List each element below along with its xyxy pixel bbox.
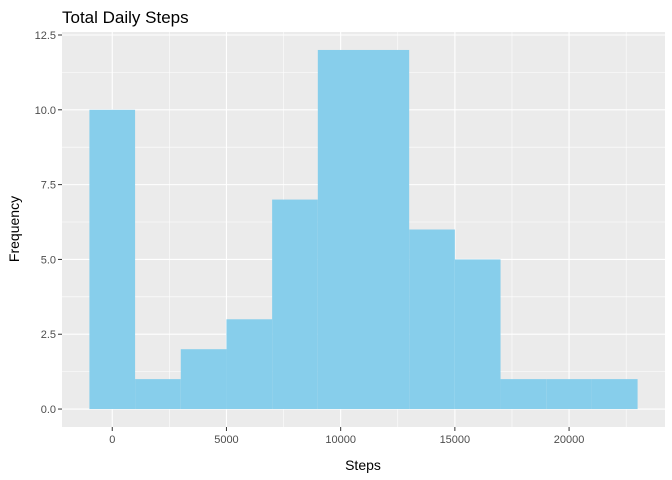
chart-title: Total Daily Steps [62,8,189,27]
histogram-bar [272,199,318,410]
histogram-bar [180,349,227,410]
histogram-bar [500,379,547,410]
y-tick-label: 5.0 [41,254,56,266]
histogram-bar [591,379,638,410]
histogram-bar [409,229,455,410]
histogram-bar [454,259,501,410]
y-tick-label: 10.0 [35,105,56,117]
y-tick-label: 12.5 [35,30,56,42]
histogram-bar [89,109,136,410]
x-tick-label: 0 [109,434,115,446]
x-axis-ticks: 0 5000 10000 15000 20000 [109,427,584,446]
y-axis-ticks: 0.0 2.5 5.0 7.5 10.0 12.5 [35,30,62,416]
histogram-bar [546,379,592,410]
x-axis-title: Steps [345,457,381,473]
histogram-bar [135,379,181,410]
x-tick-label: 10000 [325,434,356,446]
x-tick-label: 15000 [440,434,471,446]
y-axis-title: Frequency [6,196,22,262]
x-tick-label: 20000 [554,434,585,446]
histogram-bars [89,49,638,410]
histogram-bar [317,49,364,410]
histogram-bar [363,49,410,410]
y-tick-label: 0.0 [41,404,56,416]
x-tick-label: 5000 [214,434,238,446]
y-tick-label: 2.5 [41,329,56,341]
histogram-bar [226,319,273,410]
y-tick-label: 7.5 [41,180,56,192]
